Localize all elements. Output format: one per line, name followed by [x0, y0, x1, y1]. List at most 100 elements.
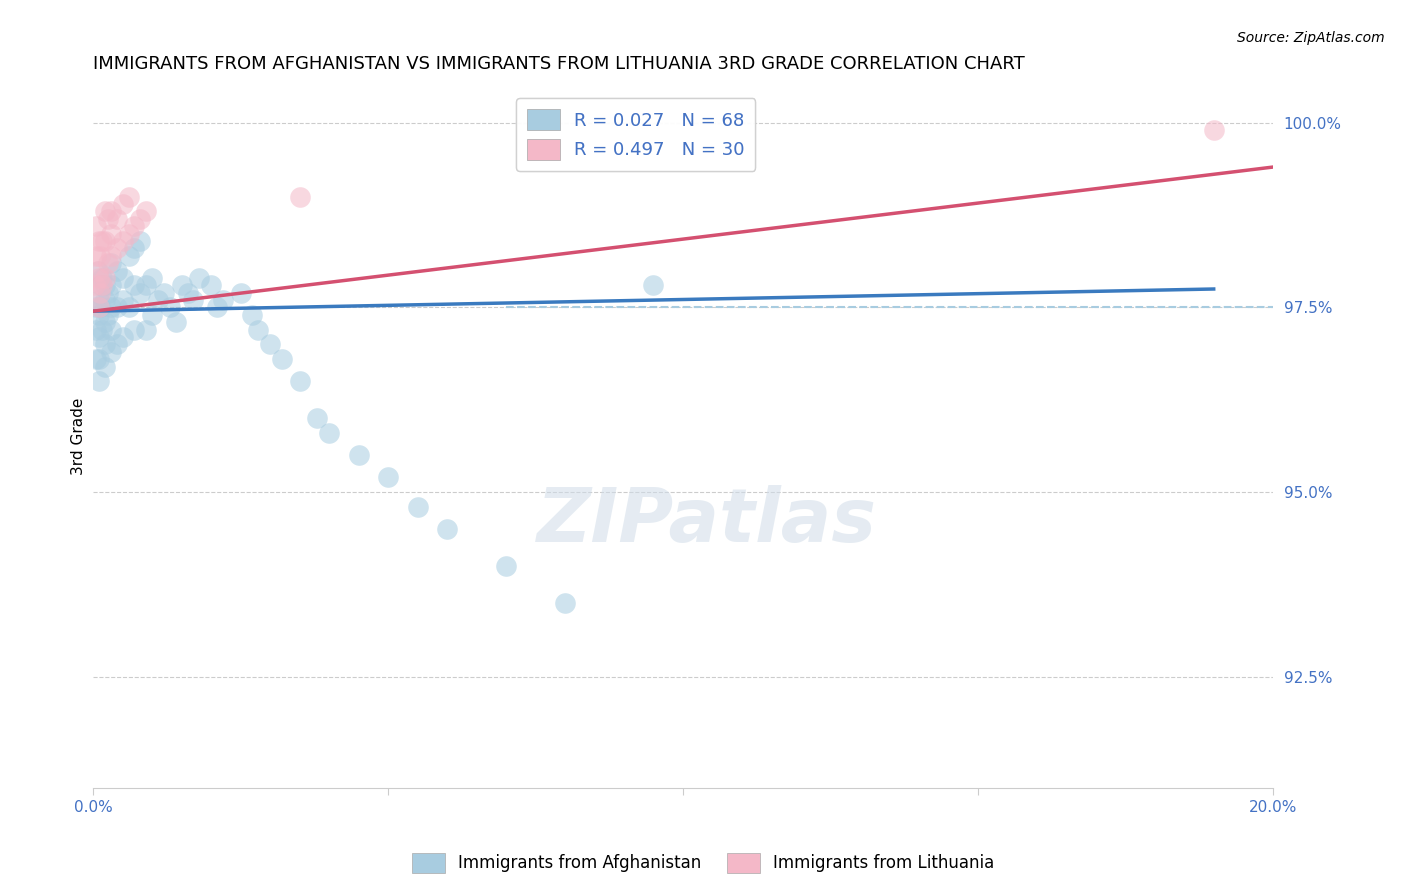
Point [495, 559, 517, 574]
Point [100, 323, 122, 337]
Point [87, 308, 110, 322]
Point [318, 426, 340, 441]
Point [271, 352, 294, 367]
Point [288, 189, 311, 203]
Point [643, 278, 665, 293]
Point [135, 204, 157, 219]
Point [176, 285, 198, 300]
Point [84, 278, 107, 293]
Point [117, 301, 139, 315]
Point [89, 301, 111, 315]
Point [247, 323, 270, 337]
Text: IMMIGRANTS FROM AFGHANISTAN VS IMMIGRANTS FROM LITHUANIA 3RD GRADE CORRELATION C: IMMIGRANTS FROM AFGHANISTAN VS IMMIGRANT… [93, 55, 1025, 73]
Point [87, 352, 110, 367]
Point [87, 375, 110, 389]
Point [94, 278, 117, 293]
Point [1202, 123, 1225, 137]
Point [97, 211, 120, 226]
Point [141, 271, 163, 285]
Point [87, 293, 110, 307]
Point [94, 204, 117, 219]
Point [554, 596, 576, 610]
Point [347, 448, 370, 462]
Point [124, 323, 146, 337]
Point [91, 323, 114, 337]
Point [111, 293, 134, 307]
Point [87, 263, 110, 277]
Point [153, 285, 176, 300]
Point [111, 330, 134, 344]
Point [406, 500, 429, 514]
Point [111, 234, 134, 248]
Point [87, 301, 110, 315]
Point [124, 278, 146, 293]
Legend: Immigrants from Afghanistan, Immigrants from Lithuania: Immigrants from Afghanistan, Immigrants … [405, 847, 1001, 880]
Point [129, 211, 152, 226]
Point [165, 315, 187, 329]
Point [100, 204, 122, 219]
Point [111, 197, 134, 211]
Point [200, 278, 222, 293]
Point [183, 293, 205, 307]
Point [91, 278, 114, 293]
Point [124, 219, 146, 234]
Point [94, 359, 117, 374]
Point [84, 219, 107, 234]
Point [105, 263, 128, 277]
Point [129, 285, 152, 300]
Point [129, 234, 152, 248]
Point [89, 249, 111, 263]
Point [100, 227, 122, 241]
Point [146, 293, 169, 307]
Point [87, 330, 110, 344]
Point [307, 411, 329, 425]
Point [87, 271, 110, 285]
Point [89, 278, 111, 293]
Point [97, 285, 120, 300]
Point [105, 211, 128, 226]
Point [94, 234, 117, 248]
Point [135, 323, 157, 337]
Point [91, 271, 114, 285]
Point [87, 234, 110, 248]
Point [97, 308, 120, 322]
Point [242, 308, 264, 322]
Point [124, 241, 146, 255]
Point [117, 189, 139, 203]
Point [100, 278, 122, 293]
Point [94, 271, 117, 285]
Point [288, 375, 311, 389]
Point [212, 293, 235, 307]
Y-axis label: 3rd Grade: 3rd Grade [72, 398, 86, 475]
Point [117, 249, 139, 263]
Point [100, 256, 122, 270]
Point [188, 271, 211, 285]
Point [100, 301, 122, 315]
Point [84, 301, 107, 315]
Point [91, 234, 114, 248]
Point [94, 337, 117, 351]
Point [89, 285, 111, 300]
Point [159, 301, 181, 315]
Point [141, 308, 163, 322]
Point [105, 337, 128, 351]
Text: Source: ZipAtlas.com: Source: ZipAtlas.com [1237, 31, 1385, 45]
Point [84, 323, 107, 337]
Point [377, 470, 399, 484]
Point [436, 522, 458, 536]
Point [135, 278, 157, 293]
Point [105, 241, 128, 255]
Point [259, 337, 281, 351]
Text: ZIPatlas: ZIPatlas [537, 484, 876, 558]
Point [84, 352, 107, 367]
Point [205, 301, 228, 315]
Point [229, 285, 252, 300]
Point [97, 256, 120, 270]
Point [94, 293, 117, 307]
Legend: R = 0.027   N = 68, R = 0.497   N = 30: R = 0.027 N = 68, R = 0.497 N = 30 [516, 98, 755, 170]
Point [111, 271, 134, 285]
Point [87, 263, 110, 277]
Point [100, 344, 122, 359]
Point [100, 249, 122, 263]
Point [117, 227, 139, 241]
